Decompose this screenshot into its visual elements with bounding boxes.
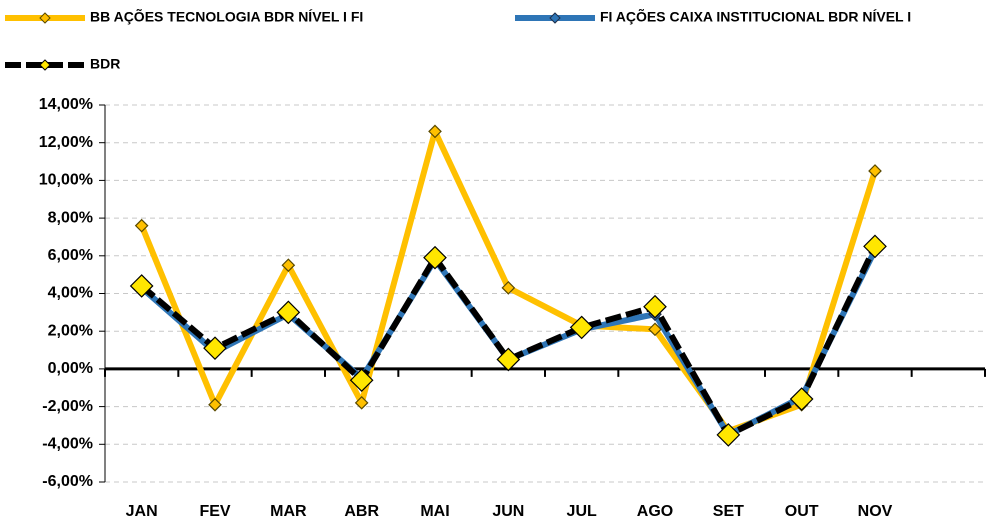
point-marker <box>208 397 222 412</box>
series-line <box>139 248 878 438</box>
point-marker <box>276 300 301 325</box>
legend-label: BB AÇÕES TECNOLOGIA BDR NÍVEL I FI <box>90 8 363 25</box>
x-tick-label: FEV <box>199 503 230 520</box>
point-marker <box>501 280 516 295</box>
x-tick-label: AGO <box>637 503 673 520</box>
point-marker <box>281 258 296 273</box>
y-tick-label: -2,00% <box>42 398 93 415</box>
point-marker <box>423 245 447 270</box>
x-tick-label: MAR <box>270 503 307 520</box>
point-marker <box>496 347 521 372</box>
point-marker <box>129 274 154 298</box>
y-tick-label: 2,00% <box>48 322 93 339</box>
point-marker <box>789 387 814 411</box>
point-marker <box>203 336 227 361</box>
point-marker <box>428 124 442 139</box>
x-tick-label: OUT <box>785 503 819 520</box>
x-tick-label: NOV <box>858 503 893 520</box>
point-marker <box>354 395 369 410</box>
point-marker <box>643 294 667 319</box>
legend-marker <box>39 59 51 71</box>
point-marker <box>349 368 374 393</box>
point-marker <box>863 234 887 259</box>
point-marker <box>648 322 662 337</box>
y-tick-label: 4,00% <box>48 285 93 302</box>
series-line <box>139 245 878 438</box>
legend-label: BDR <box>90 56 120 72</box>
y-tick-label: 14,00% <box>39 96 93 113</box>
legend-marker <box>39 12 51 24</box>
x-tick-label: JAN <box>126 503 158 520</box>
x-tick-label: SET <box>713 503 744 520</box>
point-marker <box>716 423 741 447</box>
y-tick-label: 12,00% <box>39 134 93 151</box>
y-tick-label: 0,00% <box>48 360 93 377</box>
y-tick-label: -6,00% <box>42 473 93 490</box>
y-tick-label: 10,00% <box>39 172 93 189</box>
point-marker <box>868 164 882 178</box>
point-marker <box>134 218 149 233</box>
x-tick-label: MAI <box>420 503 449 520</box>
y-tick-label: -4,00% <box>42 436 93 453</box>
x-tick-label: JUL <box>567 503 597 520</box>
x-tick-label: JUN <box>492 503 524 520</box>
x-tick-label: ABR <box>344 503 379 520</box>
legend-marker <box>549 12 561 24</box>
legend-label: FI AÇÕES CAIXA INSTITUCIONAL BDR NÍVEL I <box>600 8 911 25</box>
y-tick-label: 6,00% <box>48 247 93 264</box>
point-marker <box>569 315 594 340</box>
y-tick-label: 8,00% <box>48 209 93 226</box>
